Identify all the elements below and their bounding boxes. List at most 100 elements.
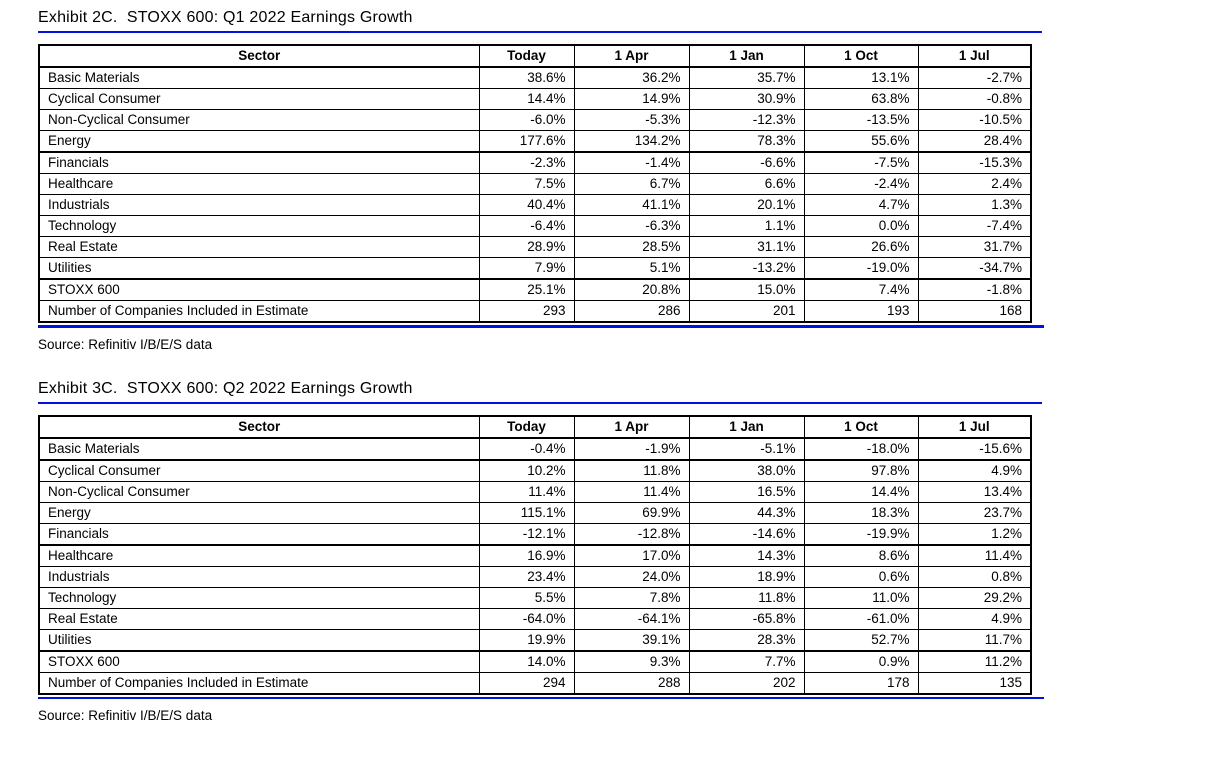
value-cell: 31.1% <box>688 236 805 258</box>
column-header-1-jan: 1 Jan <box>688 415 805 439</box>
sector-cell: Real Estate <box>38 236 480 258</box>
value-cell: 7.5% <box>478 173 575 195</box>
sector-cell: STOXX 600 <box>38 278 480 301</box>
value-cell: 7.4% <box>803 278 919 301</box>
value-cell: -12.3% <box>688 109 805 131</box>
value-cell: 8.6% <box>803 544 919 567</box>
value-cell: 168 <box>917 300 1032 323</box>
value-cell: 11.4% <box>917 544 1032 567</box>
table-row: Financials -2.3% -1.4% -6.6% -7.5% -15.3% <box>38 151 1032 174</box>
value-cell: 14.9% <box>573 88 690 110</box>
sector-cell: Number of Companies Included in Estimate <box>38 672 480 695</box>
value-cell: 29.2% <box>917 587 1032 609</box>
value-cell: -13.2% <box>688 257 805 280</box>
sector-cell: Technology <box>38 587 480 609</box>
earnings-table-q1: Sector Today 1 Apr 1 Jan 1 Oct 1 Jul Basic Ma… <box>38 44 1032 323</box>
sector-cell: STOXX 600 <box>38 650 480 673</box>
value-cell: 24.0% <box>573 566 690 588</box>
sector-cell: Utilities <box>38 257 480 280</box>
table-body: Basic Materials 38.6% 36.2% 35.7% 13.1% -2.7%… <box>38 66 1032 323</box>
column-header-1-oct: 1 Oct <box>803 44 919 68</box>
header-row: Sector Today 1 Apr 1 Jan 1 Oct 1 Jul <box>38 415 1032 439</box>
value-cell: 13.1% <box>803 66 919 89</box>
value-cell: 11.8% <box>688 587 805 609</box>
value-cell: 14.4% <box>478 88 575 110</box>
value-cell: -5.1% <box>688 437 805 461</box>
sector-cell: Energy <box>38 502 480 524</box>
value-cell: -19.0% <box>803 257 919 280</box>
value-cell: -1.4% <box>573 151 690 174</box>
value-cell: 35.7% <box>688 66 805 89</box>
value-cell: 52.7% <box>803 629 919 652</box>
value-cell: 202 <box>688 672 805 695</box>
value-cell: 28.4% <box>917 130 1032 153</box>
table-row: Basic Materials -0.4% -1.9% -5.1% -18.0% -15.… <box>38 437 1032 461</box>
sector-cell: Technology <box>38 215 480 237</box>
table-row: STOXX 600 25.1% 20.8% 15.0% 7.4% -1.8% <box>38 278 1032 301</box>
value-cell: 11.0% <box>803 587 919 609</box>
exhibit-3c-source: Source: Refinitiv I/B/E/S data <box>38 708 213 723</box>
table-row: Cyclical Consumer 10.2% 11.8% 38.0% 97.8% 4.9… <box>38 459 1032 482</box>
value-cell: 115.1% <box>478 502 575 524</box>
value-cell: -14.6% <box>688 523 805 546</box>
value-cell: 44.3% <box>688 502 805 524</box>
table-row: Non-Cyclical Consumer 11.4% 11.4% 16.5% 14.4… <box>38 481 1032 503</box>
table-row: Number of Companies Included in Estimate… <box>38 300 1032 323</box>
table-row: Number of Companies Included in Estimate… <box>38 672 1032 695</box>
value-cell: 4.9% <box>917 608 1032 630</box>
value-cell: 38.0% <box>688 459 805 482</box>
column-header-1-oct: 1 Oct <box>803 415 919 439</box>
value-cell: -12.8% <box>573 523 690 546</box>
sector-cell: Healthcare <box>38 544 480 567</box>
sector-cell: Industrials <box>38 194 480 216</box>
value-cell: 6.6% <box>688 173 805 195</box>
value-cell: 1.3% <box>917 194 1032 216</box>
value-cell: -1.8% <box>917 278 1032 301</box>
value-cell: -65.8% <box>688 608 805 630</box>
value-cell: 14.4% <box>803 481 919 503</box>
value-cell: -64.1% <box>573 608 690 630</box>
value-cell: 7.7% <box>688 650 805 673</box>
column-header-sector: Sector <box>38 415 480 439</box>
value-cell: -6.0% <box>478 109 575 131</box>
value-cell: 11.2% <box>917 650 1032 673</box>
value-cell: 38.6% <box>478 66 575 89</box>
sector-cell: Basic Materials <box>38 437 480 461</box>
value-cell: 288 <box>573 672 690 695</box>
value-cell: -10.5% <box>917 109 1032 131</box>
exhibit-3c-bottom-rule <box>38 697 1044 699</box>
table-row: Basic Materials 38.6% 36.2% 35.7% 13.1% -2.7% <box>38 66 1032 89</box>
value-cell: -2.4% <box>803 173 919 195</box>
value-cell: 11.4% <box>573 481 690 503</box>
value-cell: -15.3% <box>917 151 1032 174</box>
value-cell: -13.5% <box>803 109 919 131</box>
value-cell: -12.1% <box>478 523 575 546</box>
value-cell: 41.1% <box>573 194 690 216</box>
value-cell: -0.8% <box>917 88 1032 110</box>
value-cell: 135 <box>917 672 1032 695</box>
value-cell: -5.3% <box>573 109 690 131</box>
value-cell: 30.9% <box>688 88 805 110</box>
value-cell: 15.0% <box>688 278 805 301</box>
table-header: Sector Today 1 Apr 1 Jan 1 Oct 1 Jul <box>38 415 1032 439</box>
exhibit-2c-source: Source: Refinitiv I/B/E/S data <box>38 337 213 352</box>
exhibit-3c-title: Exhibit 3C. STOXX 600: Q2 2022 Earnings … <box>38 380 413 397</box>
table-row: Technology -6.4% -6.3% 1.1% 0.0% -7.4% <box>38 215 1032 237</box>
value-cell: 5.1% <box>573 257 690 280</box>
value-cell: 39.1% <box>573 629 690 652</box>
value-cell: 1.1% <box>688 215 805 237</box>
value-cell: 31.7% <box>917 236 1032 258</box>
exhibit-2c-bottom-rule <box>38 325 1044 328</box>
value-cell: 201 <box>688 300 805 323</box>
value-cell: 0.9% <box>803 650 919 673</box>
table-body: Basic Materials -0.4% -1.9% -5.1% -18.0% -15.… <box>38 437 1032 695</box>
value-cell: 286 <box>573 300 690 323</box>
sector-cell: Basic Materials <box>38 66 480 89</box>
value-cell: 25.1% <box>478 278 575 301</box>
value-cell: -18.0% <box>803 437 919 461</box>
value-cell: 36.2% <box>573 66 690 89</box>
sector-cell: Cyclical Consumer <box>38 459 480 482</box>
value-cell: 4.9% <box>917 459 1032 482</box>
value-cell: 193 <box>803 300 919 323</box>
sector-cell: Non-Cyclical Consumer <box>38 109 480 131</box>
